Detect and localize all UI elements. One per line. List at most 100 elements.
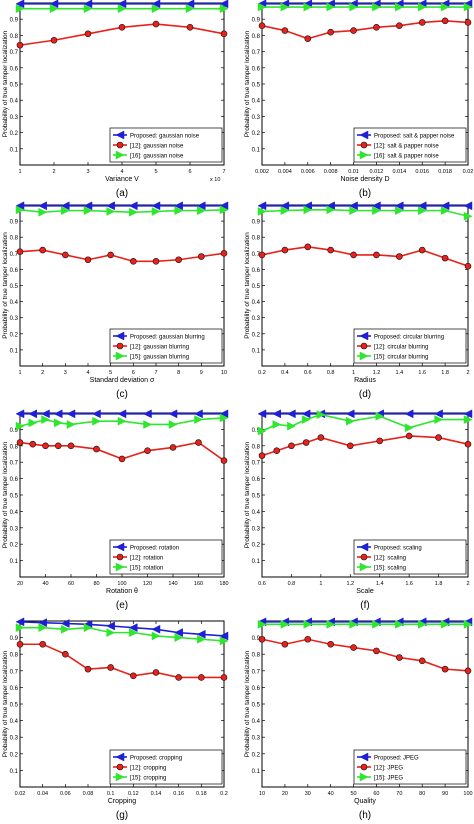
y-tick-label: 0.3 <box>10 736 19 742</box>
x-tick-label: 1 <box>18 370 21 376</box>
series-ref12 <box>258 432 472 459</box>
legend-entry: [12]: gaussian noise <box>130 143 184 149</box>
y-tick-label: 0.3 <box>252 736 261 742</box>
legend-swatch-marker <box>360 342 368 350</box>
data-point <box>327 246 334 254</box>
legend-box <box>353 127 467 163</box>
legend-box <box>109 127 223 163</box>
y-tick-label: 0.2 <box>252 543 261 549</box>
data-point <box>220 30 228 38</box>
y-tick-label: 0.1 <box>10 348 19 354</box>
data-point <box>185 4 195 14</box>
legend-swatch-marker <box>359 130 369 140</box>
legend-swatch-marker <box>359 752 369 762</box>
data-point <box>303 2 313 12</box>
x-tick-label: 180 <box>219 581 228 587</box>
data-point <box>169 444 177 451</box>
x-axis-label: Noise density D <box>340 176 389 183</box>
legend-entry: [15]: scaling <box>374 565 406 571</box>
data-point <box>62 650 69 658</box>
panel-caption: (c) <box>116 389 128 400</box>
data-point <box>303 205 313 215</box>
data-point <box>304 243 312 251</box>
data-point <box>151 0 161 9</box>
data-point <box>346 442 354 450</box>
data-point <box>106 628 116 638</box>
series-line <box>19 209 225 214</box>
data-point <box>417 201 427 211</box>
data-point <box>257 426 267 436</box>
data-point <box>168 409 178 419</box>
data-point <box>463 415 473 424</box>
data-point <box>317 434 325 441</box>
legend: Proposed: circular blurring [12]: circula… <box>353 328 467 364</box>
panel-caption: (e) <box>116 600 128 611</box>
data-point <box>349 2 359 12</box>
x-tick-label: 0.14 <box>151 791 162 797</box>
y-tick-label: 0.9 <box>10 18 19 24</box>
data-point <box>67 442 75 450</box>
x-tick-label: 30 <box>305 791 311 797</box>
legend-swatch-marker <box>115 752 125 762</box>
data-point <box>273 447 281 455</box>
y-tick-label: 0.7 <box>252 252 261 258</box>
x-tick-label: 1 <box>18 169 21 175</box>
data-point <box>186 23 194 31</box>
panel-caption: (h) <box>359 810 371 821</box>
y-tick-label: 0.8 <box>252 236 261 242</box>
x-tick-label: 0.02 <box>15 791 26 797</box>
x-axis-label: Cropping <box>108 798 137 805</box>
x-axis-label: Standard deviation σ <box>90 377 155 384</box>
x-axis-label: Scale <box>356 588 374 595</box>
chart-panel-g: 0.1 0.2 0.3 0.4 0.5 0.6 0.7 0.8 0.9 0.02 0.04 0.06 0… <box>2 617 229 821</box>
y-axis-label: Probability of true tamper localization <box>244 30 251 137</box>
series-proposed <box>15 409 229 419</box>
x-tick-label: 0.018 <box>438 169 452 175</box>
x-axis-label: Radius <box>354 377 376 384</box>
data-point <box>198 253 205 260</box>
legend-entry: [12]: salt & papper noise <box>374 143 439 149</box>
data-point <box>373 251 380 259</box>
legend-entry: [15]: cropping <box>130 775 166 781</box>
series-ref15 <box>15 205 229 217</box>
x-tick-label: 1 <box>352 370 355 376</box>
y-tick-label: 0.3 <box>252 316 261 322</box>
chart-panel-e: 0.1 0.2 0.3 0.4 0.5 0.6 0.7 0.8 0.9 20 40 60 80 100 12… <box>2 409 229 611</box>
y-tick-label: 0.7 <box>10 461 19 467</box>
legend-entry: [15]: circular blurring <box>374 354 428 360</box>
data-point <box>464 19 472 26</box>
data-point <box>168 420 178 429</box>
y-tick-label: 0.6 <box>10 268 19 274</box>
data-point <box>128 623 138 633</box>
data-point <box>326 205 336 215</box>
series-line <box>20 643 224 679</box>
x-tick-label: 0.012 <box>370 169 384 175</box>
data-point <box>219 0 229 9</box>
data-point <box>106 207 116 216</box>
data-point <box>396 253 403 260</box>
data-point <box>326 619 336 629</box>
data-point <box>174 206 184 216</box>
legend-entry: [12]: cropping <box>130 765 166 771</box>
y-tick-label: 0.2 <box>10 332 19 338</box>
y-tick-label: 0.4 <box>252 300 261 306</box>
series-proposed <box>257 409 473 419</box>
series-line <box>261 638 469 672</box>
y-axis-label: Probability of true tamper localization <box>244 650 251 757</box>
legend-swatch-marker <box>115 542 125 552</box>
y-tick-label: 0.4 <box>10 510 19 516</box>
y-tick-label: 0.8 <box>10 236 19 242</box>
legend-swatch-marker <box>115 562 125 572</box>
chart-panel-h: 0.1 0.2 0.3 0.4 0.5 0.6 0.7 0.8 0.9 10 20 30 40 50 60 7… <box>244 617 473 821</box>
data-point <box>219 636 229 646</box>
legend: Proposed: scaling [12]: scaling [15]: scal… <box>353 539 467 575</box>
y-tick-label: 0.7 <box>10 669 19 675</box>
y-tick-label: 0.9 <box>10 636 19 642</box>
legend-swatch-marker <box>116 553 124 561</box>
legend-swatch-marker <box>115 351 125 361</box>
y-tick-label: 0.4 <box>252 99 261 105</box>
x-tick-label: 1.8 <box>435 581 443 587</box>
y-tick-label: 0.8 <box>252 444 261 450</box>
data-point <box>144 447 151 455</box>
data-point <box>15 409 25 419</box>
